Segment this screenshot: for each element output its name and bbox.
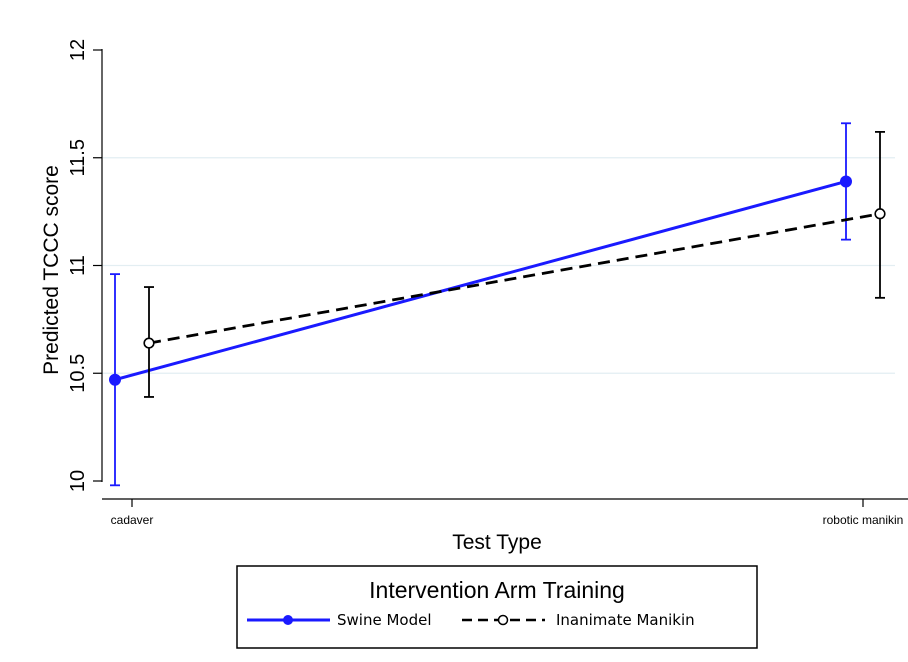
y-tick-label: 11 — [67, 255, 89, 276]
data-point — [109, 373, 121, 386]
legend-box — [236, 565, 758, 649]
series-group — [109, 122, 886, 487]
series-line — [148, 212, 881, 345]
x-axis: cadaver robotic manikin — [102, 498, 908, 527]
data-point — [143, 337, 155, 349]
legend-swatch-swine-marker — [283, 615, 293, 625]
series-line — [114, 180, 847, 382]
y-tick-label: 11.5 — [67, 139, 89, 176]
data-point — [874, 208, 886, 220]
legend-label-swine: Swine Model — [337, 611, 432, 629]
x-tick-label: cadaver — [111, 513, 154, 527]
gridlines — [102, 157, 895, 374]
y-tick-label: 10 — [67, 470, 89, 492]
y-tick-label: 12 — [67, 39, 89, 61]
legend: Intervention Arm Training Swine Model In… — [236, 565, 758, 649]
x-tick-label: robotic manikin — [823, 513, 904, 527]
x-axis-title: Test Type — [452, 531, 542, 554]
legend-title: Intervention Arm Training — [369, 577, 625, 603]
data-point — [840, 175, 852, 188]
plot-area — [102, 30, 908, 490]
y-axis-title: Predicted TCCC score — [40, 165, 63, 375]
y-tick-label: 10.5 — [67, 354, 89, 393]
y-axis: 10 10.5 11 11.5 12 — [67, 39, 103, 492]
legend-swatch-manikin-marker — [497, 614, 509, 626]
legend-label-manikin: Inanimate Manikin — [556, 611, 695, 629]
